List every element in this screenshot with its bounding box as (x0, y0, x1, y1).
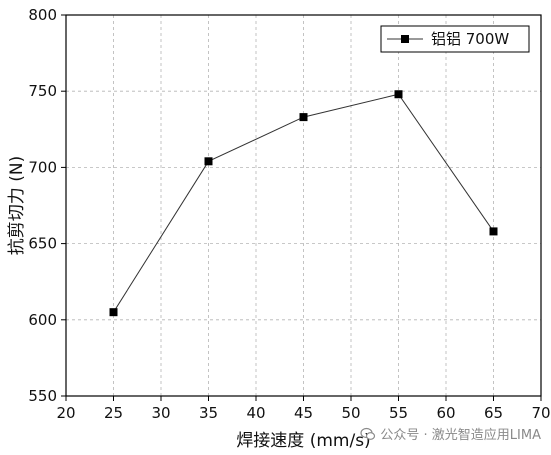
x-tick-label: 40 (246, 404, 265, 422)
grid (66, 15, 541, 396)
series-group (109, 90, 498, 317)
y-axis-title: 抗剪切力 (N) (7, 156, 27, 255)
x-tick-label: 20 (56, 404, 75, 422)
x-tick-label: 65 (484, 404, 503, 422)
wechat-icon (360, 427, 376, 440)
y-tick-label: 550 (28, 387, 57, 405)
legend-marker (401, 35, 409, 43)
x-tick-label: 25 (104, 404, 123, 422)
data-point (299, 113, 308, 122)
x-tick-label: 30 (151, 404, 170, 422)
data-point (204, 157, 213, 166)
y-tick-label: 600 (28, 311, 57, 329)
y-tick-label: 800 (28, 6, 57, 24)
plot-frame (65, 14, 542, 397)
x-tick-label: 60 (436, 404, 455, 422)
data-point (489, 227, 498, 236)
x-tick-label: 35 (199, 404, 218, 422)
x-tick-label: 55 (389, 404, 408, 422)
legend: 铝铝 700W (380, 25, 530, 53)
y-tick-label: 750 (28, 82, 57, 100)
data-point (109, 308, 118, 317)
x-tick-label: 45 (294, 404, 313, 422)
x-axis-title: 焊接速度 (mm/s) (236, 431, 370, 451)
y-tick-label: 650 (28, 235, 57, 253)
x-tick-label: 50 (341, 404, 360, 422)
ticks: 20 25 30 35 40 45 50 55 60 65 70 550 600 650 700 750 800 (28, 6, 550, 422)
watermark: 公众号 · 激光智造应用LIMA (360, 424, 541, 443)
data-point (394, 90, 403, 99)
legend-label: 铝铝 700W (431, 30, 509, 48)
y-tick-label: 700 (28, 158, 57, 176)
watermark-text: 公众号 · 激光智造应用LIMA (380, 428, 541, 443)
x-tick-label: 70 (531, 404, 550, 422)
